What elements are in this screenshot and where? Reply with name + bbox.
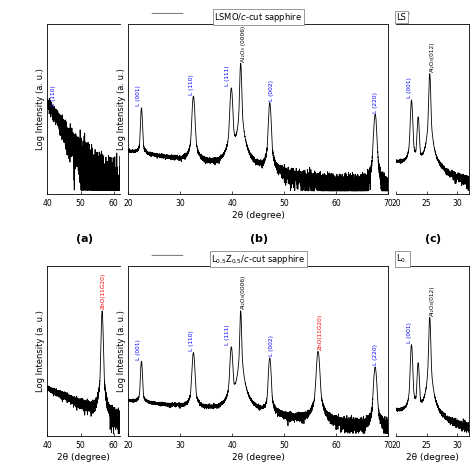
Text: L (001): L (001) — [137, 339, 141, 360]
Text: ZnO(11Ġ20): ZnO(11Ġ20) — [317, 314, 322, 350]
Text: L (111): L (111) — [225, 325, 230, 345]
X-axis label: 2θ (degree): 2θ (degree) — [232, 453, 285, 462]
Text: L (002): L (002) — [269, 80, 274, 101]
Text: L (110): L (110) — [51, 85, 56, 106]
X-axis label: 2θ (degree): 2θ (degree) — [406, 453, 459, 462]
Text: $\bf{(a)}$: $\bf{(a)}$ — [74, 232, 93, 246]
Text: L (220): L (220) — [373, 345, 378, 365]
Text: Al₂O₃(012): Al₂O₃(012) — [429, 285, 435, 316]
Y-axis label: Log Intensity (a. u.): Log Intensity (a. u.) — [36, 68, 45, 150]
Text: L (001): L (001) — [407, 77, 412, 98]
Text: L (220): L (220) — [373, 91, 378, 113]
Text: $\bf{(c)}$: $\bf{(c)}$ — [424, 232, 442, 246]
Title: L$_{0.5}$Z$_{0.5}$/$c$-cut sapphire: L$_{0.5}$Z$_{0.5}$/$c$-cut sapphire — [211, 253, 305, 265]
Text: L$_{0.}$: L$_{0.}$ — [396, 253, 408, 265]
Text: L (002): L (002) — [269, 336, 274, 356]
Text: L (001): L (001) — [137, 85, 141, 106]
Text: $\bf{(b)}$: $\bf{(b)}$ — [249, 232, 268, 246]
Text: LS: LS — [396, 12, 406, 21]
Text: Al₂O₃(0006): Al₂O₃(0006) — [241, 275, 246, 309]
X-axis label: 2θ (degree): 2θ (degree) — [232, 211, 285, 220]
Y-axis label: Log Intensity (a. u.): Log Intensity (a. u.) — [117, 310, 126, 392]
Title: LSMO/$c$-cut sapphire: LSMO/$c$-cut sapphire — [214, 10, 302, 24]
Text: L (111): L (111) — [225, 65, 230, 86]
Y-axis label: Log Intensity (a. u.): Log Intensity (a. u.) — [36, 310, 45, 392]
Text: L (001): L (001) — [407, 322, 412, 343]
Text: L (110): L (110) — [189, 74, 194, 94]
Text: L (110): L (110) — [189, 330, 194, 351]
Text: Al₂O₃(012): Al₂O₃(012) — [429, 41, 435, 72]
Text: Al₂O₃ (0006): Al₂O₃ (0006) — [241, 26, 246, 62]
Y-axis label: Log Intensity (a. u.): Log Intensity (a. u.) — [117, 68, 126, 150]
Text: ZnO(11Ġ20): ZnO(11Ġ20) — [100, 273, 106, 309]
X-axis label: 2θ (degree): 2θ (degree) — [57, 453, 110, 462]
